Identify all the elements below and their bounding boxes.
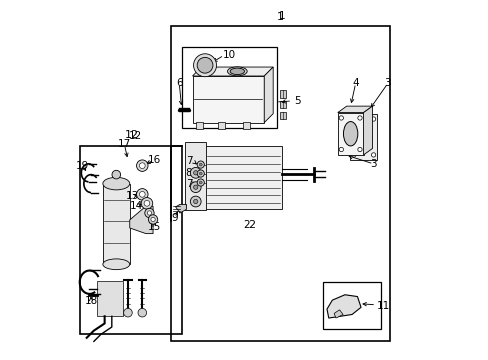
Bar (323, 282, 380, 329)
Polygon shape (333, 310, 343, 318)
Text: 15: 15 (148, 222, 161, 231)
Polygon shape (129, 206, 153, 234)
Text: 17: 17 (118, 139, 131, 149)
Text: 7: 7 (185, 179, 192, 189)
Bar (280, 101, 285, 108)
Circle shape (138, 309, 146, 317)
Text: 10: 10 (223, 50, 236, 60)
Polygon shape (264, 67, 273, 123)
Text: 4: 4 (352, 78, 358, 88)
Bar (171, 26, 389, 341)
Text: 1: 1 (278, 11, 285, 21)
Bar (337, 113, 363, 155)
Text: 13: 13 (125, 192, 139, 202)
Circle shape (193, 199, 198, 204)
Bar (349, 114, 376, 160)
Polygon shape (363, 106, 372, 155)
Circle shape (144, 208, 154, 218)
Bar (242, 122, 249, 129)
Polygon shape (326, 295, 360, 318)
Text: 11: 11 (376, 301, 389, 311)
Text: 5: 5 (293, 96, 300, 106)
Circle shape (199, 172, 202, 175)
Bar (196, 122, 203, 129)
Circle shape (351, 153, 355, 157)
Ellipse shape (230, 68, 244, 75)
Bar (217, 122, 224, 129)
Bar (80, 146, 182, 334)
Text: 8: 8 (184, 168, 191, 178)
Circle shape (139, 192, 145, 197)
Text: 19: 19 (76, 161, 89, 171)
Circle shape (112, 170, 121, 179)
Text: 18: 18 (84, 296, 98, 306)
Text: 1: 1 (276, 12, 283, 22)
Circle shape (193, 171, 198, 175)
Circle shape (148, 215, 158, 224)
Circle shape (139, 163, 145, 168)
Bar (102, 184, 129, 264)
Ellipse shape (227, 67, 247, 76)
Bar (192, 76, 264, 123)
Circle shape (357, 116, 362, 120)
Circle shape (123, 309, 132, 317)
Circle shape (197, 57, 212, 73)
Circle shape (371, 153, 375, 157)
Polygon shape (337, 106, 372, 113)
Ellipse shape (343, 122, 357, 146)
Bar (280, 112, 285, 119)
Polygon shape (175, 204, 186, 213)
Bar (185, 142, 206, 211)
Circle shape (371, 117, 375, 121)
Circle shape (151, 217, 155, 222)
Circle shape (193, 54, 216, 77)
Bar (204, 146, 282, 209)
Text: 2: 2 (243, 220, 249, 230)
Text: 12: 12 (124, 130, 138, 140)
Circle shape (197, 170, 204, 177)
Circle shape (339, 147, 343, 152)
Text: 16: 16 (147, 155, 161, 165)
Ellipse shape (102, 177, 129, 190)
Circle shape (351, 117, 355, 121)
Text: 3: 3 (369, 159, 376, 169)
Circle shape (190, 196, 201, 207)
Circle shape (136, 160, 148, 171)
Circle shape (199, 163, 202, 166)
Circle shape (136, 189, 148, 200)
Ellipse shape (102, 259, 129, 270)
Circle shape (193, 185, 198, 189)
Bar (97, 281, 122, 316)
Circle shape (199, 181, 202, 184)
Circle shape (190, 182, 201, 193)
Text: 14: 14 (130, 201, 143, 211)
Circle shape (147, 211, 151, 215)
Text: 2: 2 (247, 220, 255, 230)
Bar (182, 47, 276, 128)
Circle shape (141, 198, 152, 209)
Text: 6: 6 (176, 78, 182, 88)
Circle shape (190, 167, 201, 178)
Circle shape (339, 116, 343, 120)
Circle shape (357, 147, 362, 152)
Circle shape (197, 179, 204, 186)
Polygon shape (192, 67, 273, 76)
Bar (280, 90, 285, 98)
Text: 12: 12 (128, 131, 142, 141)
Ellipse shape (355, 123, 371, 150)
Text: 9: 9 (171, 213, 178, 222)
Circle shape (144, 201, 149, 206)
Circle shape (197, 161, 204, 168)
Text: 7: 7 (185, 156, 192, 166)
Text: 3: 3 (384, 78, 390, 88)
